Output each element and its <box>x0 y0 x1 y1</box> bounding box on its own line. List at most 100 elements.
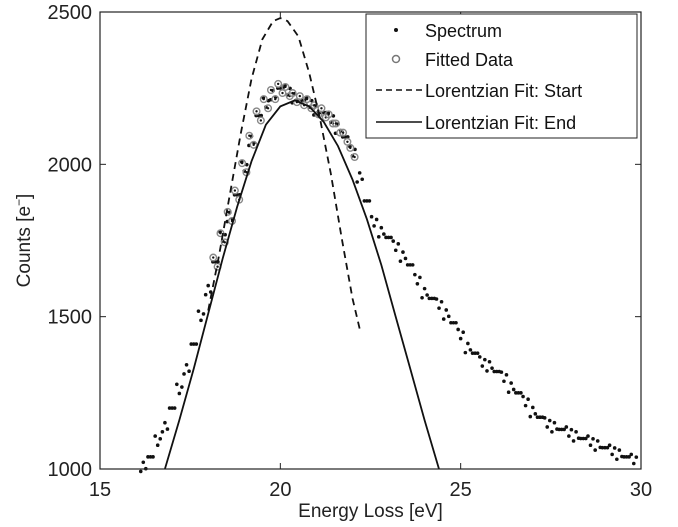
spectrum-point <box>612 446 617 450</box>
spectrum-point <box>160 430 165 434</box>
spectrum-point <box>175 382 179 387</box>
y-axis-label-sup: − <box>12 199 26 206</box>
spectrum-point <box>521 394 525 399</box>
fitted-data-center <box>320 107 323 110</box>
spectrum-point <box>165 427 170 431</box>
spectrum-point <box>516 391 521 395</box>
spectrum-point <box>425 293 429 297</box>
spectrum-point <box>415 281 420 286</box>
spectrum-point <box>418 275 422 280</box>
spectrum-point <box>494 369 499 374</box>
fitted-data-point <box>209 253 218 262</box>
fitted-data-center <box>266 107 270 110</box>
spectrum-point <box>557 427 561 432</box>
spectrum-point <box>398 259 403 264</box>
fitted-data-center <box>233 189 237 192</box>
fitted-data-point <box>343 137 352 146</box>
spectrum-point <box>535 415 540 420</box>
fitted-data-center <box>262 97 265 101</box>
fitted-data-point <box>238 159 247 168</box>
spectrum-point <box>138 469 143 474</box>
spectrum-point <box>526 397 530 402</box>
fitted-data-point <box>350 153 359 162</box>
x-tick-label: 30 <box>630 479 652 501</box>
fitted-data-point <box>274 79 283 88</box>
spectrum-point <box>259 113 264 118</box>
fitted-data-point <box>278 89 287 98</box>
fitted-data-point <box>245 131 254 140</box>
spectrum-point <box>430 296 434 301</box>
spectrum-point <box>367 199 372 203</box>
lorentzian-end-line <box>164 99 440 470</box>
fitted-data-point <box>271 95 280 104</box>
spectrum-point <box>571 439 576 443</box>
spectrum-point <box>446 314 451 319</box>
spectrum-point <box>550 430 554 434</box>
x-tick-label: 20 <box>269 479 291 501</box>
fitted-data-point <box>252 107 261 116</box>
spectrum-point <box>542 416 547 420</box>
fitted-data-point <box>266 85 275 94</box>
fitted-data-point <box>324 110 333 119</box>
spectrum-point <box>492 369 497 374</box>
fitted-data-center <box>298 94 302 98</box>
spectrum-point <box>569 427 574 432</box>
spectrum-point <box>547 418 552 423</box>
spectrum-point <box>468 348 473 352</box>
spectrum-point <box>480 364 485 368</box>
spectrum-point <box>420 295 424 300</box>
spectrum-point <box>502 379 506 384</box>
spectrum-point <box>591 437 595 441</box>
spectrum-point <box>581 436 586 441</box>
spectrum-point <box>610 452 614 457</box>
spectrum-point <box>191 342 196 346</box>
spectrum-point <box>559 427 564 432</box>
spectrum-point <box>477 355 482 359</box>
spectrum-point <box>362 199 367 203</box>
spectrum-point <box>413 272 417 277</box>
spectrum-point <box>357 171 362 175</box>
spectrum-point <box>490 366 494 370</box>
fitted-data-point <box>256 116 265 125</box>
spectrum-point <box>504 373 509 377</box>
y-axis-label: Counts [e−] <box>12 194 35 288</box>
fitted-data-point <box>331 119 340 128</box>
spectrum-point <box>151 455 155 459</box>
fitted-data-center <box>313 104 316 107</box>
spectrum-point <box>456 327 460 332</box>
spectrum-point <box>148 455 153 459</box>
spectrum-point <box>376 235 381 239</box>
fitted-data-center <box>291 91 294 95</box>
spectrum-point <box>444 308 449 312</box>
fitted-data-point <box>281 82 290 91</box>
fitted-data-points <box>209 79 359 271</box>
spectrum-point <box>199 318 203 323</box>
spectrum-point <box>552 420 557 425</box>
spectrum-point <box>401 250 405 254</box>
spectrum-point <box>180 385 184 389</box>
fitted-data-point <box>317 104 326 113</box>
legend: Spectrum Fitted Data Lorentzian Fit: Sta… <box>365 13 638 139</box>
spectrum-point <box>600 445 605 450</box>
fitted-data-point <box>295 92 304 101</box>
fitted-data-center <box>276 82 280 86</box>
spectrum-point <box>365 199 369 203</box>
spectrum-point <box>201 312 206 316</box>
spectrum-point <box>487 359 492 364</box>
fitted-data-point <box>230 186 239 195</box>
y-axis-label-main: Counts [e <box>14 206 35 287</box>
spectrum-point <box>629 452 634 457</box>
spectrum-point <box>172 406 177 410</box>
fitted-data-center <box>305 97 309 101</box>
spectrum-point <box>538 415 542 420</box>
spectrum-point <box>369 214 374 219</box>
fitted-data-center <box>259 119 263 122</box>
spectrum-point <box>410 263 415 267</box>
fitted-data-point <box>288 89 297 98</box>
fitted-data-center <box>252 143 255 147</box>
fitted-data-center <box>240 161 244 165</box>
spectrum-point <box>449 320 453 325</box>
spectrum-point <box>386 235 391 240</box>
spectrum-point <box>631 461 636 466</box>
